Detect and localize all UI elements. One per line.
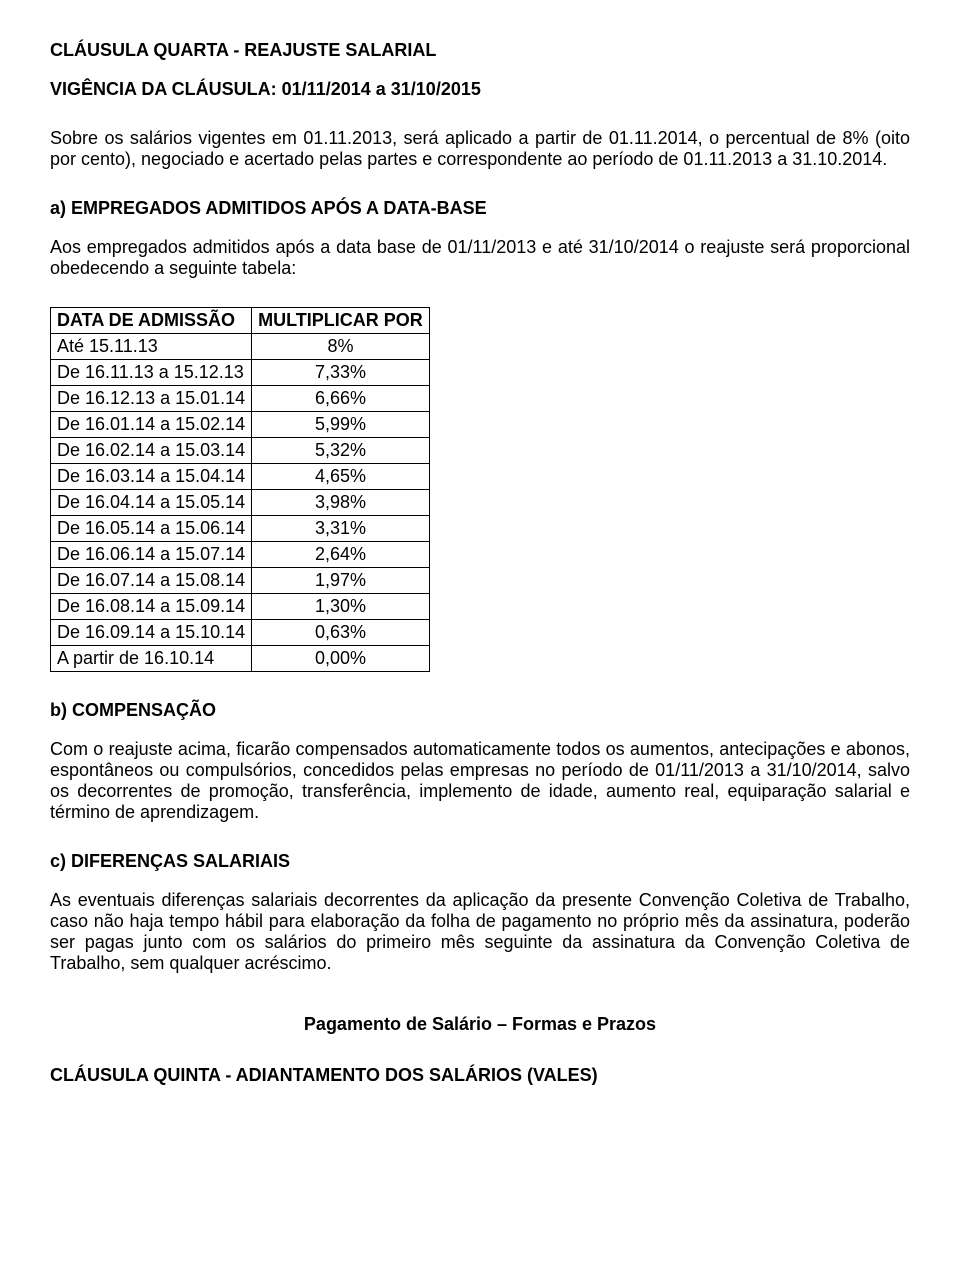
table-row: De 16.03.14 a 15.04.144,65% xyxy=(51,464,430,490)
table-header-row: DATA DE ADMISSÃO MULTIPLICAR POR xyxy=(51,308,430,334)
clause4-intro: Sobre os salários vigentes em 01.11.2013… xyxy=(50,128,910,170)
table-row: De 16.08.14 a 15.09.141,30% xyxy=(51,594,430,620)
table-row: A partir de 16.10.140,00% xyxy=(51,646,430,672)
table-row: De 16.04.14 a 15.05.143,98% xyxy=(51,490,430,516)
cell-mult: 1,97% xyxy=(252,568,430,594)
table-row: De 16.06.14 a 15.07.142,64% xyxy=(51,542,430,568)
table-row: De 16.05.14 a 15.06.143,31% xyxy=(51,516,430,542)
cell-mult: 6,66% xyxy=(252,386,430,412)
cell-mult: 3,98% xyxy=(252,490,430,516)
cell-date: De 16.05.14 a 15.06.14 xyxy=(51,516,252,542)
cell-mult: 2,64% xyxy=(252,542,430,568)
payment-section-heading: Pagamento de Salário – Formas e Prazos xyxy=(50,1014,910,1035)
cell-mult: 7,33% xyxy=(252,360,430,386)
table-row: De 16.09.14 a 15.10.140,63% xyxy=(51,620,430,646)
clause4-vigencia: VIGÊNCIA DA CLÁUSULA: 01/11/2014 a 31/10… xyxy=(50,79,910,100)
cell-mult: 4,65% xyxy=(252,464,430,490)
section-b-title: b) COMPENSAÇÃO xyxy=(50,700,910,721)
cell-mult: 8% xyxy=(252,334,430,360)
cell-date: De 16.03.14 a 15.04.14 xyxy=(51,464,252,490)
cell-date: De 16.01.14 a 15.02.14 xyxy=(51,412,252,438)
cell-date: De 16.09.14 a 15.10.14 xyxy=(51,620,252,646)
cell-date: De 16.02.14 a 15.03.14 xyxy=(51,438,252,464)
cell-date: De 16.07.14 a 15.08.14 xyxy=(51,568,252,594)
cell-date: De 16.04.14 a 15.05.14 xyxy=(51,490,252,516)
cell-date: Até 15.11.13 xyxy=(51,334,252,360)
cell-mult: 5,32% xyxy=(252,438,430,464)
cell-mult: 0,00% xyxy=(252,646,430,672)
cell-date: De 16.06.14 a 15.07.14 xyxy=(51,542,252,568)
cell-date: De 16.08.14 a 15.09.14 xyxy=(51,594,252,620)
table-row: De 16.01.14 a 15.02.145,99% xyxy=(51,412,430,438)
admission-table: DATA DE ADMISSÃO MULTIPLICAR POR Até 15.… xyxy=(50,307,430,672)
table-row: De 16.12.13 a 15.01.146,66% xyxy=(51,386,430,412)
col-header-mult: MULTIPLICAR POR xyxy=(252,308,430,334)
col-header-date: DATA DE ADMISSÃO xyxy=(51,308,252,334)
section-c-title: c) DIFERENÇAS SALARIAIS xyxy=(50,851,910,872)
table-row: De 16.07.14 a 15.08.141,97% xyxy=(51,568,430,594)
cell-mult: 0,63% xyxy=(252,620,430,646)
cell-mult: 1,30% xyxy=(252,594,430,620)
table-row: De 16.02.14 a 15.03.145,32% xyxy=(51,438,430,464)
cell-date: De 16.12.13 a 15.01.14 xyxy=(51,386,252,412)
cell-date: De 16.11.13 a 15.12.13 xyxy=(51,360,252,386)
cell-mult: 5,99% xyxy=(252,412,430,438)
section-a-text: Aos empregados admitidos após a data bas… xyxy=(50,237,910,279)
section-c-text: As eventuais diferenças salariais decorr… xyxy=(50,890,910,974)
cell-date: A partir de 16.10.14 xyxy=(51,646,252,672)
clause5-title: CLÁUSULA QUINTA - ADIANTAMENTO DOS SALÁR… xyxy=(50,1065,910,1086)
section-b-text: Com o reajuste acima, ficarão compensado… xyxy=(50,739,910,823)
cell-mult: 3,31% xyxy=(252,516,430,542)
table-row: De 16.11.13 a 15.12.137,33% xyxy=(51,360,430,386)
table-row: Até 15.11.138% xyxy=(51,334,430,360)
clause4-title: CLÁUSULA QUARTA - REAJUSTE SALARIAL xyxy=(50,40,910,61)
section-a-title: a) EMPREGADOS ADMITIDOS APÓS A DATA-BASE xyxy=(50,198,910,219)
